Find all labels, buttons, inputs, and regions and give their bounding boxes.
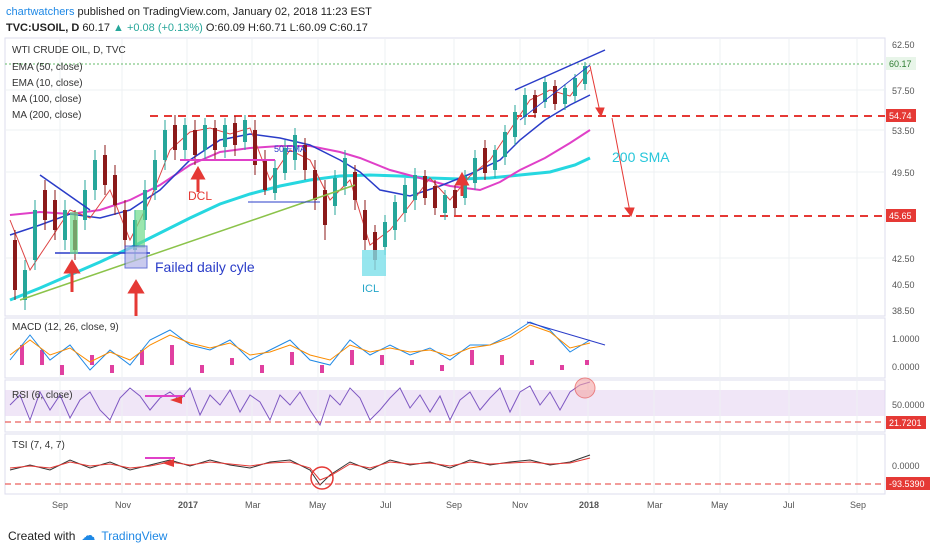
ma200-legend[interactable]: MA (200, close) [12, 110, 82, 121]
last-price: 60.17 [82, 22, 110, 34]
ema10-legend[interactable]: EMA (10, close) [12, 78, 83, 89]
rsi-level-label: 21.7201 [889, 418, 922, 428]
symbol-name[interactable]: TVC:USOIL, D [6, 22, 80, 34]
price-tick: 49.50 [892, 168, 915, 178]
macd-tick: 1.0000 [892, 334, 920, 344]
time-tick: Jul [380, 500, 392, 510]
time-tick: Sep [850, 500, 866, 510]
tsi-level-label: -93.5390 [889, 479, 925, 489]
tradingview-link[interactable]: TradingView [101, 528, 168, 543]
rsi-tick: 50.0000 [892, 400, 925, 410]
tradingview-logo-icon[interactable]: ☁ [81, 527, 96, 543]
price-tick: 42.50 [892, 254, 915, 264]
price-tick: 38.50 [892, 306, 915, 316]
tsi-axis[interactable]: 0.0000 [892, 461, 920, 471]
macd-pane[interactable] [4, 317, 886, 379]
failed-cycle-box [124, 245, 148, 269]
tsi-pane[interactable] [4, 433, 886, 495]
red-up-arrows [63, 165, 470, 316]
up-triangle-icon: ▲ [113, 22, 124, 34]
rsi-band [5, 390, 885, 416]
tsi-legend[interactable]: TSI (7, 4, 7) [12, 440, 65, 451]
lower-channel-line[interactable] [519, 64, 591, 121]
price-tick: 62.50 [892, 40, 915, 50]
tsi-tick: 0.0000 [892, 461, 920, 471]
level-label-2: 45.65 [889, 211, 912, 221]
created-with-text: Created with [8, 528, 76, 543]
macd-tick: 0.0000 [892, 362, 920, 372]
time-tick: Jul [783, 500, 795, 510]
rsi-line[interactable] [9, 381, 591, 427]
time-tick: 2018 [579, 500, 599, 510]
cycle-low-marker-1 [70, 212, 78, 254]
time-tick: May [309, 500, 327, 510]
time-tick: Mar [245, 500, 261, 510]
ohlc-values: O:60.09 H:60.71 L:60.09 C:60.17 [205, 22, 368, 34]
tsi-level-tag [886, 477, 930, 490]
price-tick: 53.50 [892, 126, 915, 136]
ema50-label: 50 EMA [274, 144, 306, 154]
rsi-level-tag [886, 416, 926, 429]
time-tick: Sep [52, 500, 68, 510]
rsi-axis[interactable]: 50.0000 [892, 400, 925, 410]
time-tick: Sep [446, 500, 462, 510]
macd-legend[interactable]: MACD (12, 26, close, 9) [12, 322, 119, 333]
macd-axis[interactable]: 1.0000 0.0000 [892, 334, 920, 372]
price-tick: 57.50 [892, 86, 915, 96]
candlesticks[interactable] [13, 62, 587, 310]
level-label-1: 54.74 [889, 111, 912, 121]
level-tag-2 [886, 209, 916, 222]
ma100-legend[interactable]: MA (100, close) [12, 94, 82, 105]
time-tick: Nov [512, 500, 529, 510]
failed-cycle-label: Failed daily cyle [155, 259, 255, 275]
tsi-highlight-circle [310, 466, 334, 490]
projection-arrows [589, 65, 635, 218]
cycle-low-marker-2 [135, 210, 145, 248]
grid [5, 38, 885, 494]
macd-histogram[interactable] [20, 345, 589, 375]
rsi-legend[interactable]: RSI (6, close) [12, 390, 73, 401]
rsi-highlight-circle [574, 377, 596, 399]
macd-divergence-line[interactable] [526, 321, 606, 346]
tsi-signal-line[interactable] [9, 457, 591, 481]
icl-label: ICL [362, 283, 379, 295]
time-tick: May [711, 500, 729, 510]
level-tag-1 [886, 109, 916, 122]
time-tick: 2017 [178, 500, 198, 510]
rsi-left-arrow-icon [170, 396, 182, 404]
downtrend-line-1[interactable] [39, 174, 91, 211]
publish-line: chartwatchers published on TradingView.c… [6, 6, 372, 18]
author-link[interactable]: chartwatchers [6, 6, 75, 18]
ema50-legend[interactable]: EMA (50, close) [12, 62, 83, 73]
price-axis[interactable]: 62.50 57.50 53.50 49.50 42.50 40.50 38.5… [892, 40, 915, 316]
last-price-label: 60.17 [889, 59, 912, 69]
footer: Created with ☁ TradingView [8, 527, 167, 544]
macd-signal-line[interactable] [9, 324, 591, 363]
price-tick: 40.50 [892, 280, 915, 290]
chart-title[interactable]: WTI CRUDE OIL, D, TVC [12, 45, 126, 56]
long-trendline[interactable] [19, 184, 356, 301]
symbol-line: TVC:USOIL, D 60.17 ▲ +0.08 (+0.13%) O:60… [6, 22, 368, 34]
time-tick: Nov [115, 500, 132, 510]
upper-channel-line[interactable] [514, 49, 606, 91]
time-tick: Mar [647, 500, 663, 510]
dcl-label: DCL [188, 189, 212, 203]
price-change: +0.08 (+0.13%) [126, 22, 203, 34]
last-price-tag [886, 57, 916, 70]
icl-box [362, 250, 386, 276]
time-axis[interactable]: Sep Nov 2017 Mar May Jul Sep Nov 2018 Ma… [52, 500, 866, 510]
tsi-line[interactable] [9, 454, 591, 486]
tsi-left-arrow-icon [162, 459, 174, 467]
sma200-label: 200 SMA [612, 149, 670, 165]
published-text: published on TradingView.com, January 02… [77, 6, 372, 18]
